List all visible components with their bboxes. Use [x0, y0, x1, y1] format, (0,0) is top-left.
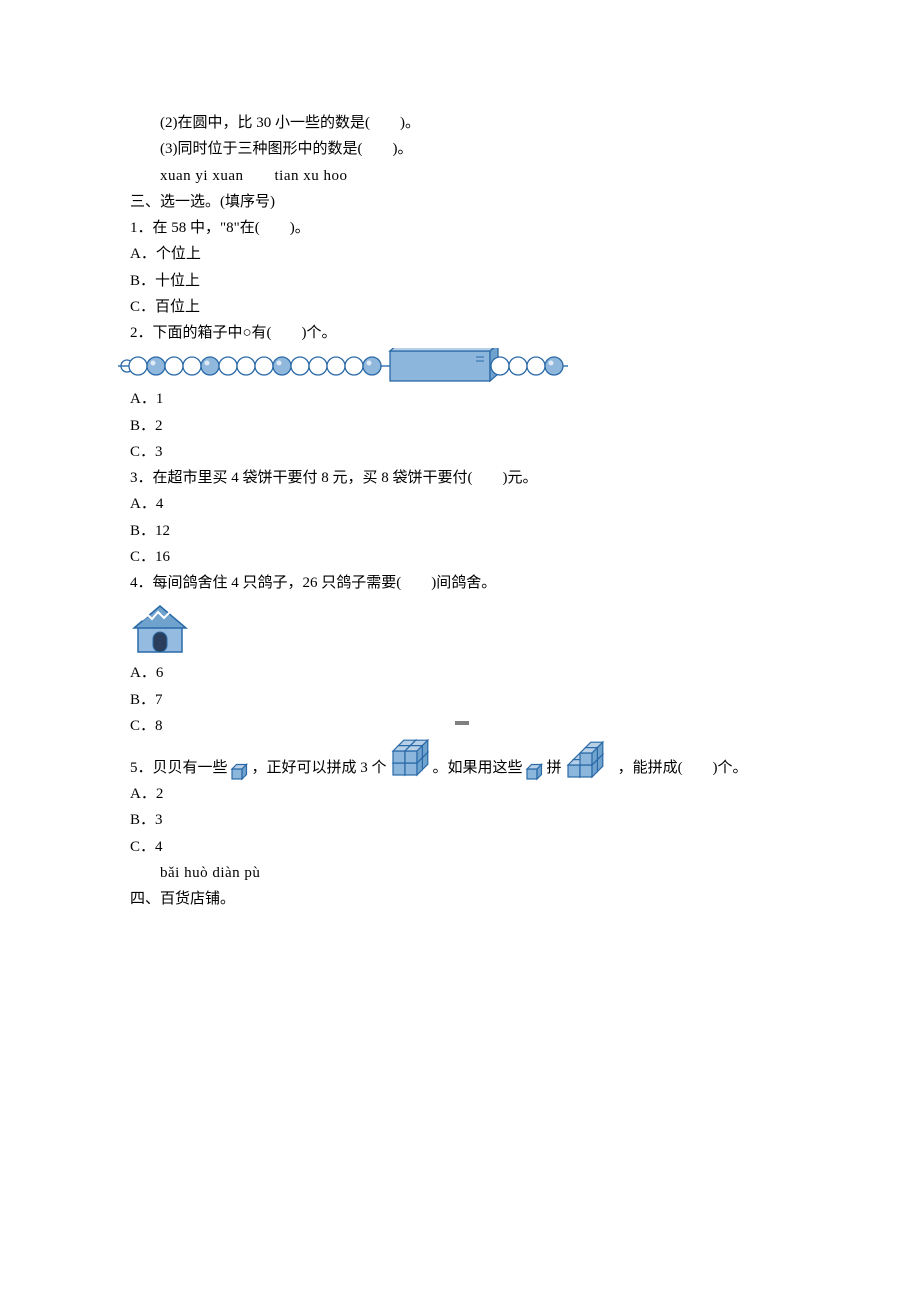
q1-stem: 1．在 58 中，"8"在( )。: [130, 215, 820, 241]
l-cubes-icon: [564, 739, 616, 781]
q2-opt-b: B．2: [130, 413, 820, 439]
q3-opt-c: C．16: [130, 544, 820, 570]
q2-stem: 2．下面的箱子中○有( )个。: [130, 320, 820, 346]
q5-opt-c: C．4: [130, 834, 820, 860]
page-root: (2)在圆中，比 30 小一些的数是( )。 (3)同时位于三种图形中的数是( …: [0, 0, 920, 1302]
page-marker: [455, 721, 469, 725]
big-cube-icon: [389, 739, 431, 781]
section3-title: 三、选一选。(填序号): [130, 189, 820, 215]
q5-part4: 拼: [547, 755, 562, 781]
pigeon-shed-icon: [128, 600, 192, 656]
q2-opt-c: C．3: [130, 439, 820, 465]
q3-opt-a: A．4: [130, 491, 820, 517]
beads-diagram: [118, 348, 568, 384]
q1-opt-b: B．十位上: [130, 268, 820, 294]
section4-title: 四、百货店铺。: [130, 886, 820, 912]
q5-stem-line: 5．贝贝有一些 ，正好可以拼成 3 个 。如果用这些 拼 ，能拼成( )个。: [130, 739, 820, 781]
section4-pinyin: bǎi huò diàn pù: [130, 860, 820, 886]
q5-opt-b: B．3: [130, 807, 820, 833]
small-cube-icon: [230, 761, 250, 781]
q4-opt-c: C．8: [130, 713, 820, 739]
q4-stem: 4．每间鸽舍住 4 只鸽子，26 只鸽子需要( )间鸽舍。: [130, 570, 820, 596]
q5-part2: ，正好可以拼成 3 个: [252, 755, 387, 781]
section3-pinyin: xuan yi xuan tian xu hoo: [130, 163, 820, 189]
intro-line-2: (2)在圆中，比 30 小一些的数是( )。: [130, 110, 820, 136]
q1-opt-a: A．个位上: [130, 241, 820, 267]
q3-stem: 3．在超市里买 4 袋饼干要付 8 元，买 8 袋饼干要付( )元。: [130, 465, 820, 491]
q5-part5: ，能拼成( )个。: [618, 755, 748, 781]
q1-opt-c: C．百位上: [130, 294, 820, 320]
q3-opt-b: B．12: [130, 518, 820, 544]
q5-part3: 。如果用这些: [433, 755, 523, 781]
q4-opt-a: A．6: [130, 660, 820, 686]
intro-line-3: (3)同时位于三种图形中的数是( )。: [130, 136, 820, 162]
q4-opt-b: B．7: [130, 687, 820, 713]
q2-opt-a: A．1: [130, 386, 820, 412]
q5-part1: 5．贝贝有一些: [130, 755, 228, 781]
q5-opt-a: A．2: [130, 781, 820, 807]
small-cube-icon: [525, 761, 545, 781]
